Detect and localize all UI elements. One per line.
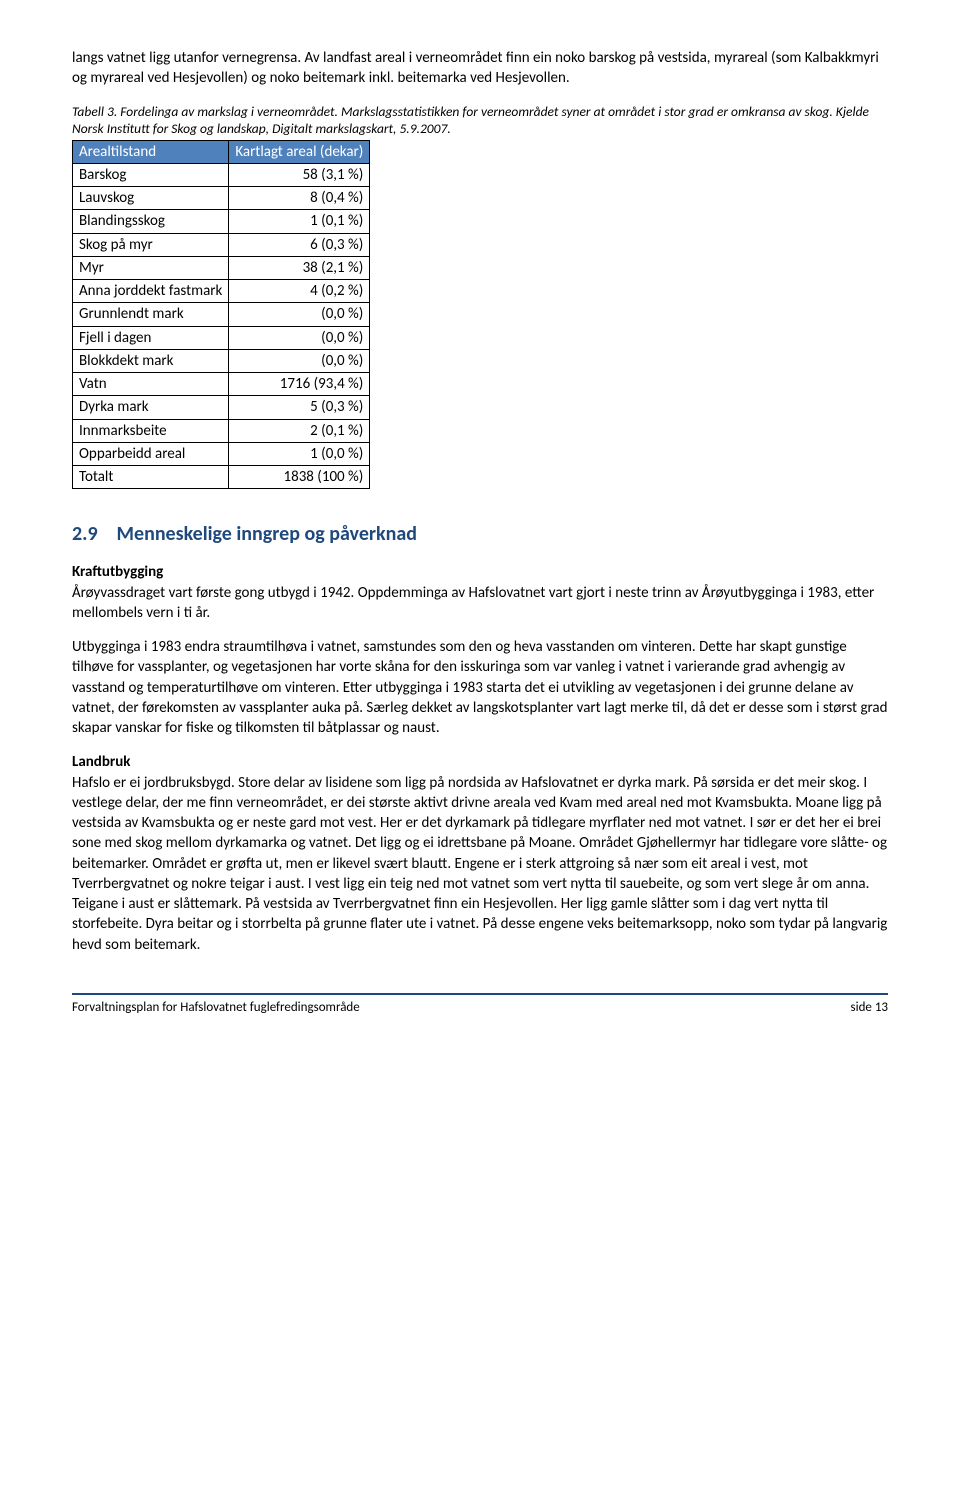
table-cell-label: Vatn — [73, 373, 229, 396]
table-header-row: Arealtilstand Kartlagt areal (dekar) — [73, 140, 370, 163]
table-row: Barskog58 (3,1 %) — [73, 163, 370, 186]
section-number: 2.9 — [72, 521, 112, 548]
table-cell-value: 5 (0,3 %) — [229, 396, 370, 419]
table-cell-label: Barskog — [73, 163, 229, 186]
table-row: Blandingsskog1 (0,1 %) — [73, 210, 370, 233]
table-cell-value: 1838 (100 %) — [229, 466, 370, 489]
footer-page-number: side 13 — [851, 999, 888, 1017]
table-cell-label: Blandingsskog — [73, 210, 229, 233]
table-cell-value: 6 (0,3 %) — [229, 233, 370, 256]
table-cell-value: (0,0 %) — [229, 349, 370, 372]
table-row: Anna jorddekt fastmark4 (0,2 %) — [73, 280, 370, 303]
table-cell-value: 4 (0,2 %) — [229, 280, 370, 303]
table-row: Skog på myr6 (0,3 %) — [73, 233, 370, 256]
table-cell-value: 58 (3,1 %) — [229, 163, 370, 186]
markslag-table: Arealtilstand Kartlagt areal (dekar) Bar… — [72, 140, 370, 490]
table-cell-value: 8 (0,4 %) — [229, 187, 370, 210]
table-row: Dyrka mark5 (0,3 %) — [73, 396, 370, 419]
table-header-arealtilstand: Arealtilstand — [73, 140, 229, 163]
table-caption: Tabell 3. Fordelinga av markslag i verne… — [72, 103, 888, 138]
table-cell-label: Opparbeidd areal — [73, 442, 229, 465]
table-row: Innmarksbeite2 (0,1 %) — [73, 419, 370, 442]
table-row: Myr38 (2,1 %) — [73, 256, 370, 279]
table-cell-label: Skog på myr — [73, 233, 229, 256]
table-row: Fjell i dagen(0,0 %) — [73, 326, 370, 349]
table-cell-label: Lauvskog — [73, 187, 229, 210]
table-cell-label: Dyrka mark — [73, 396, 229, 419]
section-heading: 2.9 Menneskelige inngrep og påverknad — [72, 521, 888, 548]
kraftutbygging-paragraph-2: Utbygginga i 1983 endra straumtilhøva i … — [72, 637, 888, 738]
table-cell-label: Totalt — [73, 466, 229, 489]
table-cell-value: (0,0 %) — [229, 326, 370, 349]
table-row: Lauvskog8 (0,4 %) — [73, 187, 370, 210]
table-row: Totalt1838 (100 %) — [73, 466, 370, 489]
table-cell-label: Fjell i dagen — [73, 326, 229, 349]
table-header-kartlagt-areal: Kartlagt areal (dekar) — [229, 140, 370, 163]
table-cell-label: Anna jorddekt fastmark — [73, 280, 229, 303]
table-cell-value: 1 (0,1 %) — [229, 210, 370, 233]
table-cell-value: 1716 (93,4 %) — [229, 373, 370, 396]
table-cell-value: 2 (0,1 %) — [229, 419, 370, 442]
table-cell-value: (0,0 %) — [229, 303, 370, 326]
table-cell-value: 1 (0,0 %) — [229, 442, 370, 465]
intro-paragraph: langs vatnet ligg utanfor vernegrensa. A… — [72, 48, 888, 89]
kraftutbygging-heading: Kraftutbygging — [72, 562, 888, 582]
footer-doc-title: Forvaltningsplan for Hafslovatnet fuglef… — [72, 999, 360, 1017]
table-cell-label: Myr — [73, 256, 229, 279]
table-row: Opparbeidd areal1 (0,0 %) — [73, 442, 370, 465]
table-row: Blokkdekt mark(0,0 %) — [73, 349, 370, 372]
section-title: Menneskelige inngrep og påverknad — [117, 522, 417, 546]
table-cell-label: Blokkdekt mark — [73, 349, 229, 372]
landbruk-heading: Landbruk — [72, 752, 888, 772]
table-cell-value: 38 (2,1 %) — [229, 256, 370, 279]
page-footer: Forvaltningsplan for Hafslovatnet fuglef… — [72, 993, 888, 1017]
table-row: Grunnlendt mark(0,0 %) — [73, 303, 370, 326]
kraftutbygging-paragraph-1: Årøyvassdraget vart første gong utbygd i… — [72, 583, 888, 624]
table-cell-label: Grunnlendt mark — [73, 303, 229, 326]
landbruk-paragraph-1: Hafslo er ei jordbruksbygd. Store delar … — [72, 773, 888, 955]
table-row: Vatn1716 (93,4 %) — [73, 373, 370, 396]
table-cell-label: Innmarksbeite — [73, 419, 229, 442]
